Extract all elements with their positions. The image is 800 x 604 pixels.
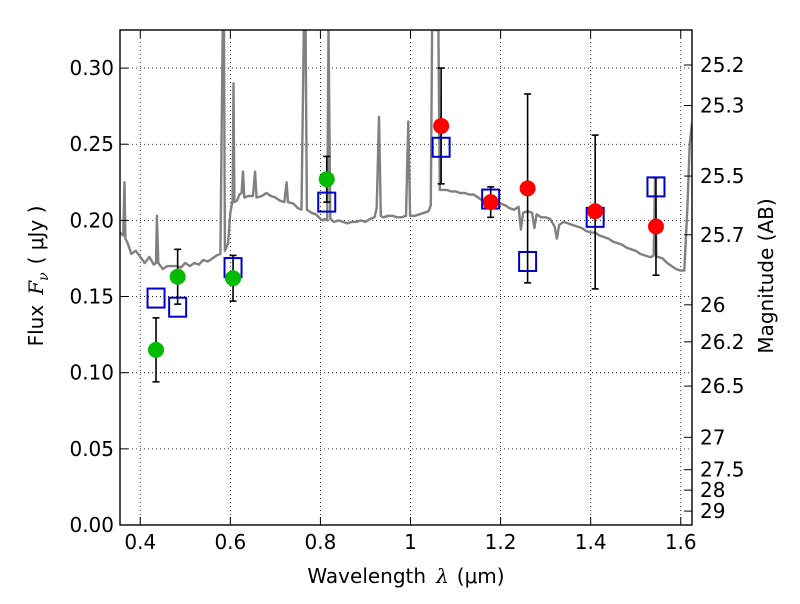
x-axis-title-symbol: λ (435, 564, 449, 588)
x-tick-label: 1.4 (575, 530, 607, 554)
x-tick-label: 0.4 (124, 530, 156, 554)
y2-axis-title: Magnitude (AB) (754, 198, 778, 353)
y2-tick-label: 26 (700, 293, 725, 317)
model-flux-square-marker (168, 296, 188, 318)
y-axis-title-symbol: F (24, 280, 48, 296)
observed-flux-point (169, 268, 186, 285)
observed-flux-point (433, 117, 450, 134)
x-tick-label: 1.6 (665, 530, 697, 554)
y2-tick-label: 27.5 (700, 458, 745, 482)
y-axis-title-unit: ( μJy ) (24, 206, 48, 265)
model-flux-square-marker (646, 176, 666, 198)
y2-tick-label: 25.3 (700, 93, 745, 117)
y-axis-title-subscript: ν (36, 272, 52, 281)
x-tick-label: 0.6 (214, 530, 246, 554)
y2-tick-label: 25.5 (700, 164, 745, 188)
y2-tick-label: 29 (700, 499, 725, 523)
y2-tick-label: 28 (700, 478, 725, 502)
y-tick-label: 0.30 (69, 56, 114, 80)
x-axis-title-text: Wavelength (307, 564, 426, 588)
plot-frame (119, 29, 693, 526)
y2-tick-label: 26.5 (700, 374, 745, 398)
model-flux-square-marker (146, 287, 166, 309)
y-axis-title: Flux Fν ( μJy ) (24, 206, 52, 347)
plot-area (120, 30, 692, 383)
observed-flux-point (519, 180, 536, 197)
y2-tick-label: 25.2 (700, 53, 745, 77)
observed-flux-point (148, 341, 165, 358)
model-flux-square-marker (317, 191, 337, 213)
y-tick-label: 0.20 (69, 208, 114, 232)
y-tick-label: 0.05 (69, 437, 114, 461)
observed-flux-point (587, 203, 604, 220)
y-tick-label: 0.00 (69, 513, 114, 537)
x-tick-label: 0.8 (305, 530, 337, 554)
observed-flux-point (225, 270, 242, 287)
grid-layer (120, 30, 692, 526)
observed-flux-point (647, 218, 664, 235)
y2-tick-label: 25.7 (700, 223, 745, 247)
y-tick-label: 0.10 (69, 361, 114, 385)
y-axis-title-text: Flux (24, 305, 48, 347)
observed-flux-point (318, 171, 335, 188)
y2-tick-label: 26.2 (700, 330, 745, 354)
y2-tick-label: 27 (700, 425, 725, 449)
model-flux-square-marker (431, 136, 451, 158)
x-axis-title-unit: (μm) (457, 564, 505, 588)
model-flux-square-marker (518, 251, 538, 273)
x-axis-title: Wavelength λ (μm) (307, 564, 504, 588)
observed-flux-point (482, 194, 499, 211)
y-tick-label: 0.25 (69, 132, 114, 156)
axes-layer: 0.4 0.6 0.8 1 1.2 1.4 1.6 0.00 0.05 0.10 0.15 0.20 0… (69, 29, 745, 554)
x-tick-label: 1.2 (485, 530, 517, 554)
x-tick-label: 1 (404, 530, 417, 554)
template-spectrum-line (120, 30, 692, 272)
y-tick-label: 0.15 (69, 285, 114, 309)
